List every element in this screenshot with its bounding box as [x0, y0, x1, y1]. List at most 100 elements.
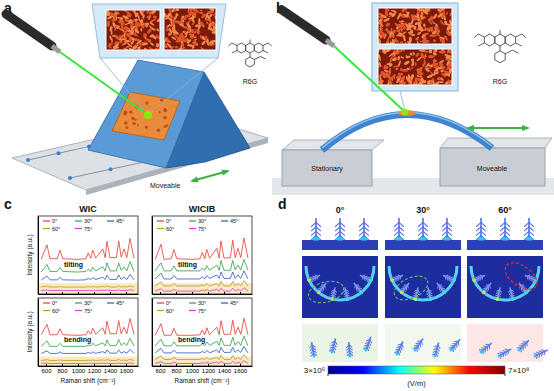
hotspot [443, 291, 447, 295]
fiber-blob [139, 10, 145, 17]
fiber-blob [425, 67, 431, 72]
fiber-blob [117, 17, 124, 19]
fiber-tree [418, 218, 428, 240]
spectrum-line [155, 271, 248, 279]
hotspot [360, 291, 364, 295]
fiber-blob [385, 9, 388, 16]
x-axis-line [39, 366, 139, 367]
column-title: WIC [79, 204, 97, 214]
texture-border [378, 49, 452, 85]
fiber-tree [517, 281, 529, 294]
fiber-blob [140, 22, 144, 26]
fiber-blob [138, 15, 141, 22]
x-tick-label: 600 [41, 368, 52, 374]
fiber-blob [427, 80, 435, 85]
branch [418, 222, 428, 226]
bond [263, 51, 268, 54]
fiber-tree [330, 287, 338, 300]
branch [454, 339, 461, 345]
fiber-tree [442, 218, 452, 240]
hotspot [498, 355, 501, 358]
hotspot [317, 291, 321, 295]
x-tick-mark [208, 292, 209, 294]
legend-label: 60° [52, 308, 60, 314]
legend-swatch [157, 310, 164, 311]
bond [254, 57, 265, 60]
fiber-blob [441, 49, 445, 53]
branch [483, 344, 489, 351]
y-axis-line [152, 217, 153, 295]
spectrum-chart: Intensity (a.u.)tilting0°30°45°60°75° [26, 216, 139, 295]
x-axis-title: Raman shift (cm⁻¹) [174, 377, 229, 385]
x-tick-mark [176, 364, 177, 366]
spectrum-line [155, 346, 248, 353]
fiber-blob [424, 39, 427, 43]
bond [474, 34, 484, 38]
x-tick [78, 292, 79, 294]
x-tick [160, 292, 161, 294]
y-axis-title: Intensity (a.u.) [26, 311, 34, 352]
fiber-blob [420, 40, 425, 42]
inset-guide [150, 58, 218, 113]
x-tick-mark [110, 292, 111, 294]
branch [361, 274, 365, 280]
fiber-blob [446, 11, 449, 15]
fiber-blob [208, 23, 212, 30]
fiber-blob [174, 20, 181, 24]
texture-bg [378, 8, 452, 44]
rail-bolt [26, 158, 30, 162]
branch [524, 227, 534, 231]
fiber-blob [447, 73, 450, 77]
texture-border [106, 10, 160, 50]
branch [524, 222, 534, 226]
fiber-blob [439, 36, 445, 39]
fiber-blob [188, 18, 192, 22]
highlight-ring [501, 257, 542, 294]
x-tick-label: 1600 [234, 368, 248, 374]
laser-spot [144, 111, 152, 119]
x-tick: 1600 [120, 364, 134, 374]
y-axis-title: Intensity (a.u.) [26, 234, 34, 275]
substrate [385, 240, 461, 250]
molecule-structure [474, 30, 526, 63]
fiber-tree [500, 218, 510, 240]
fiber-blob [385, 22, 391, 27]
branch [394, 227, 404, 231]
fiber-blob [174, 15, 178, 20]
fiber-blob [134, 39, 139, 41]
fiber-tree [359, 273, 372, 283]
fiber-blob [391, 28, 393, 32]
fiber-tree [425, 287, 433, 300]
fiber-blob [111, 40, 112, 46]
fiber-blob [403, 60, 410, 66]
texture-bg [164, 8, 216, 50]
fiber-blob [409, 52, 413, 56]
branch [359, 222, 369, 226]
fiber-blob [400, 22, 408, 28]
fiber-blob [164, 11, 168, 18]
fiber-blob [168, 8, 172, 13]
branch [486, 283, 492, 288]
fiber-blob [149, 42, 154, 47]
branch [359, 227, 369, 231]
fiber-blob [395, 49, 399, 54]
fiber-blob [447, 65, 451, 69]
x-tick [176, 292, 177, 294]
fiber-blob [150, 34, 157, 40]
x-tick [126, 292, 127, 294]
ring [495, 34, 505, 46]
fiber-tree [507, 287, 515, 300]
branch [311, 236, 321, 240]
fiber-blob [156, 43, 159, 48]
field-map [385, 256, 461, 318]
fiber-blob [428, 64, 433, 68]
colorbar-label: 3×10⁶ [304, 366, 325, 375]
fiber-blob [408, 32, 413, 34]
fiber-blob [423, 33, 429, 36]
block-top [440, 138, 552, 148]
fiber-tree [400, 281, 412, 294]
fiber-blob [423, 53, 426, 60]
fiber-blob [151, 10, 157, 15]
spectrum-chart: 6008001000120014001600Raman shift (cm⁻¹)… [152, 298, 253, 385]
branch [436, 283, 442, 288]
